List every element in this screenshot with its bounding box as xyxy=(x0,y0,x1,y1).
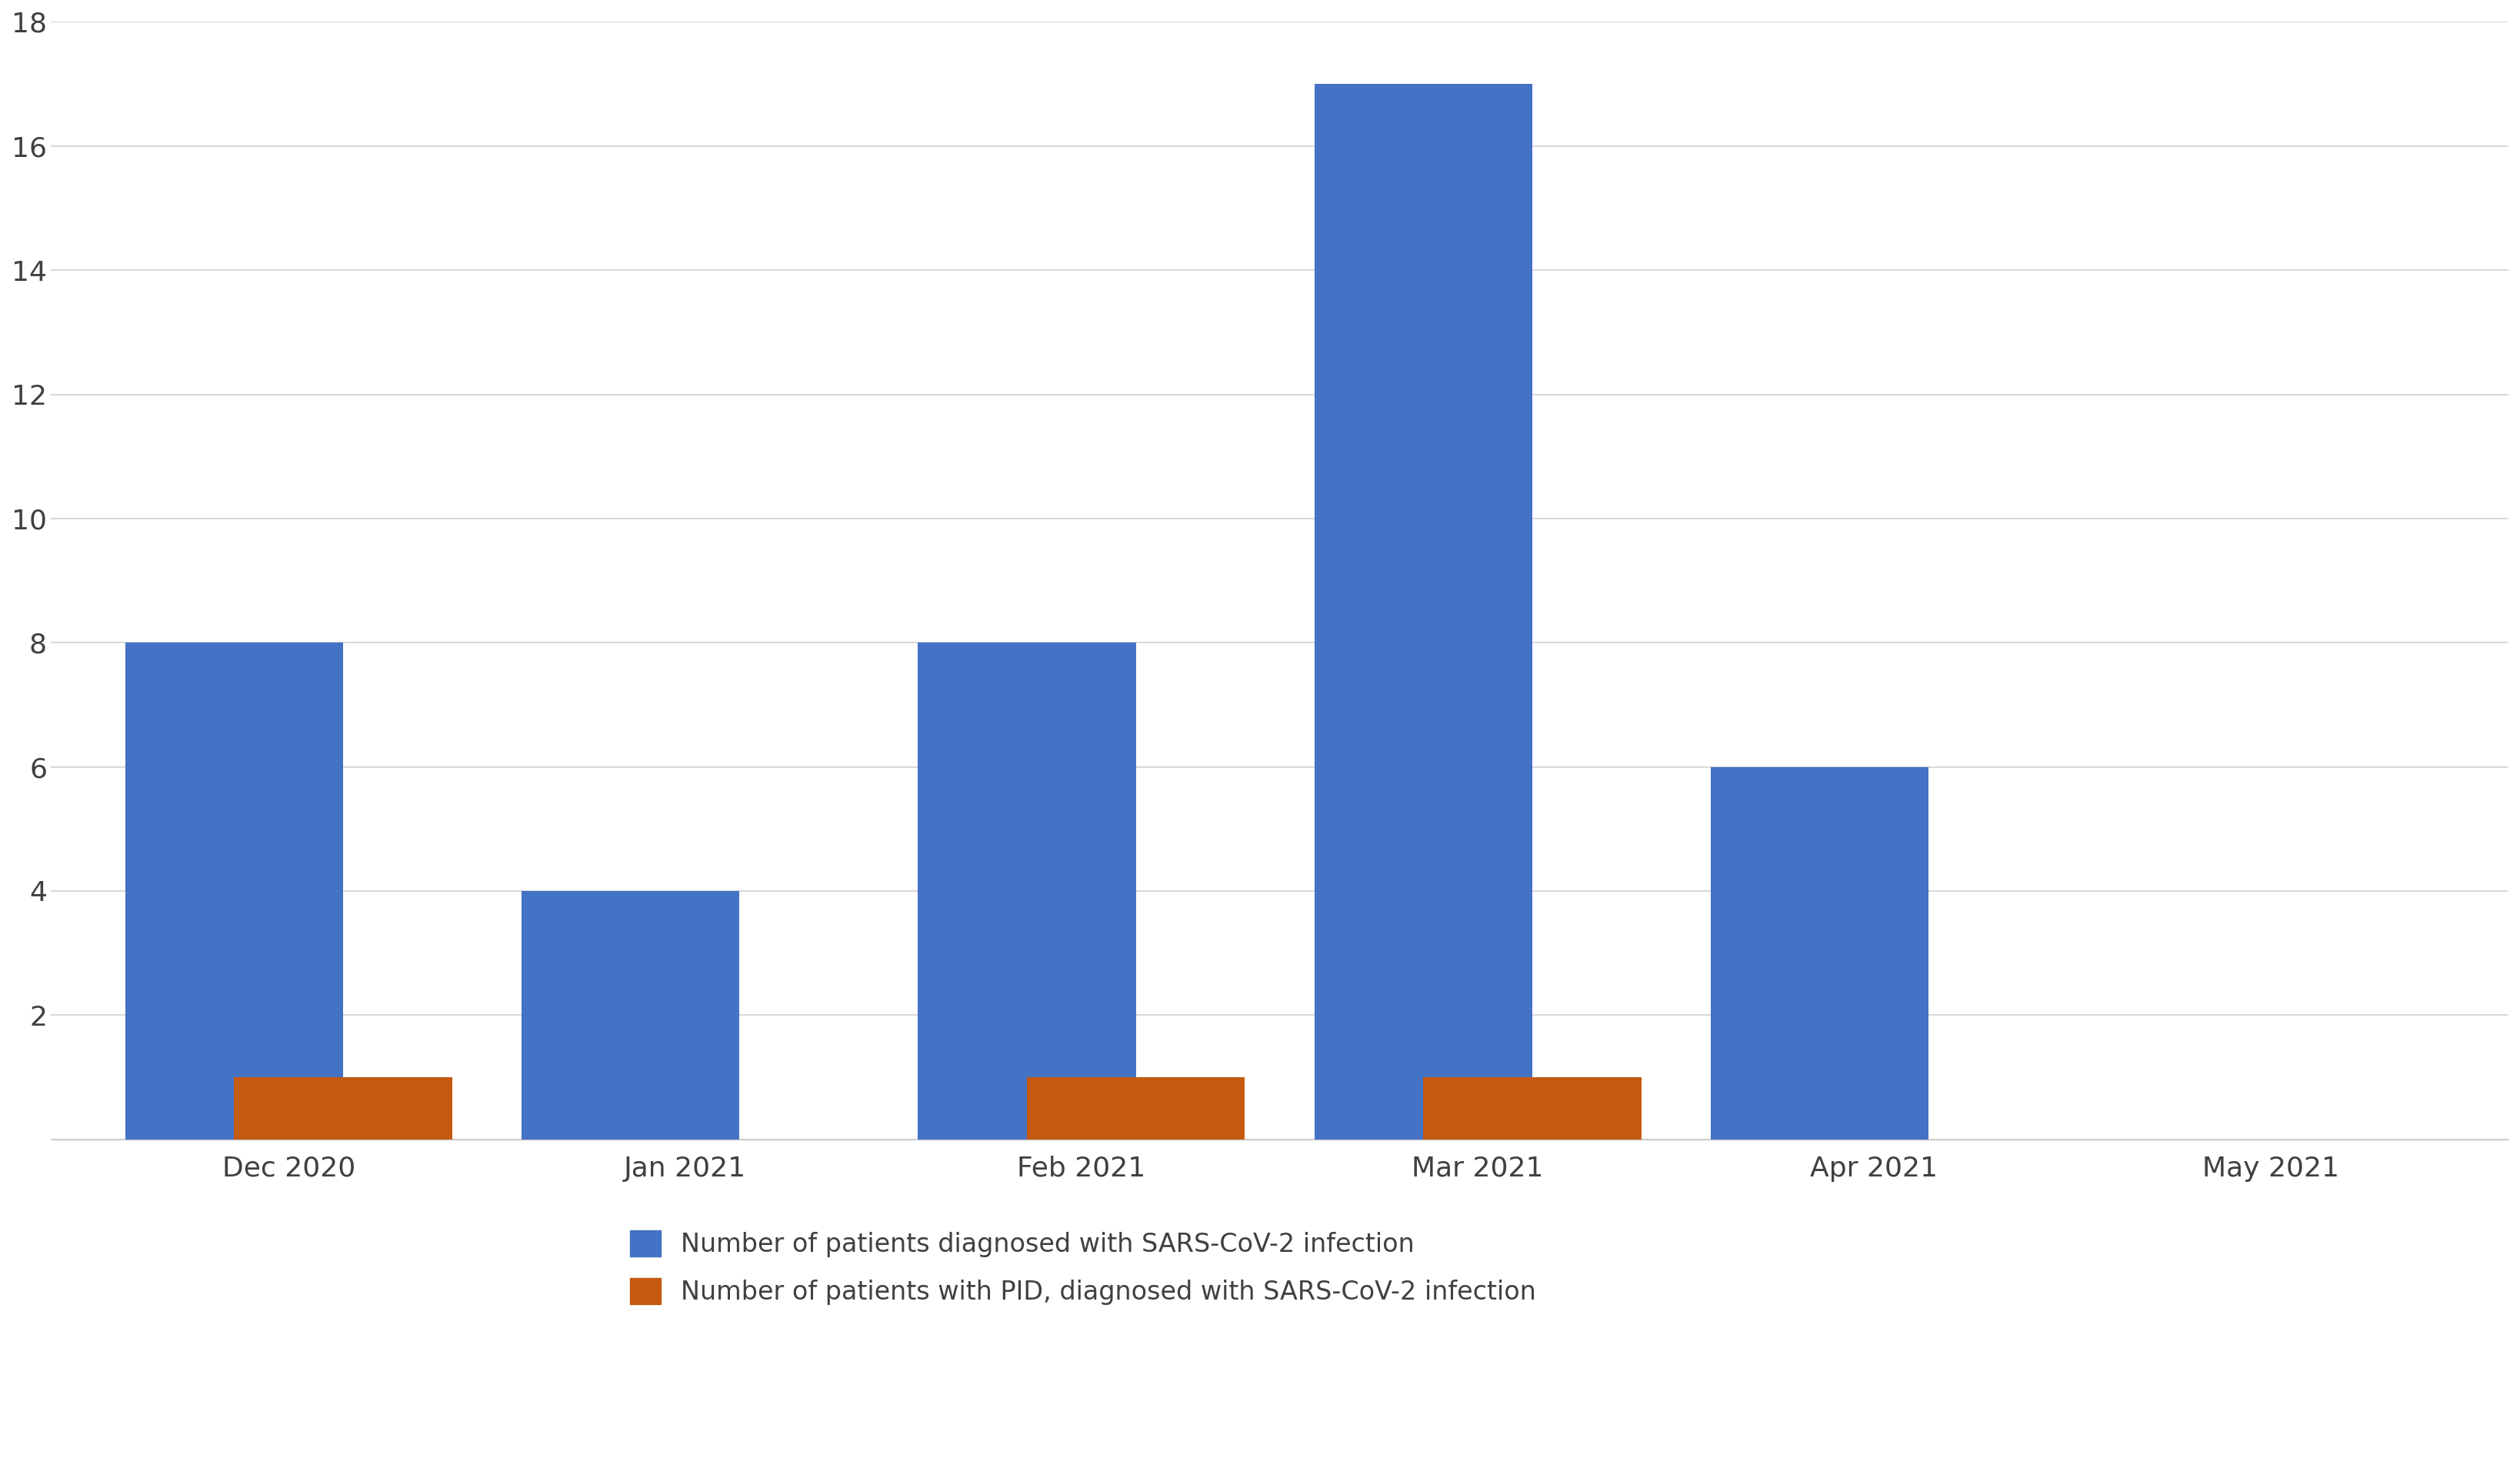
Bar xyxy=(1315,84,1532,1140)
Bar xyxy=(917,643,1137,1140)
Bar xyxy=(126,643,343,1140)
Bar xyxy=(1424,1077,1641,1140)
Bar xyxy=(1028,1077,1245,1140)
Bar xyxy=(522,891,738,1140)
Bar xyxy=(1711,766,1928,1140)
Bar xyxy=(234,1077,451,1140)
Legend: Number of patients diagnosed with SARS-CoV-2 infection, Number of patients with : Number of patients diagnosed with SARS-C… xyxy=(630,1231,1537,1305)
